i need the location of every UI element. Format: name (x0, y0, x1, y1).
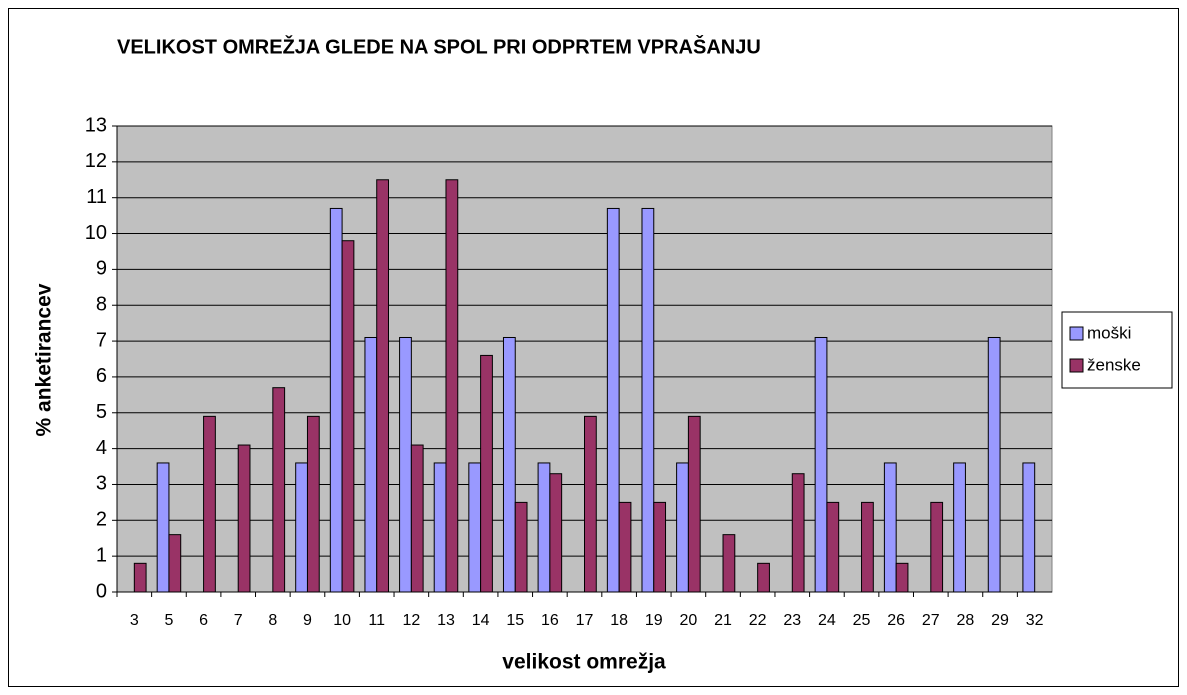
y-tick-label: 8 (96, 294, 107, 316)
bar (306, 415, 320, 593)
x-tick-label: 32 (1026, 612, 1044, 629)
x-tick-label: 19 (645, 612, 663, 629)
bar (641, 207, 655, 593)
legend-swatch (1069, 326, 1084, 341)
x-tick-label: 15 (506, 612, 524, 629)
x-tick-label: 29 (991, 612, 1009, 629)
legend-box (1061, 311, 1173, 389)
bar (156, 462, 170, 593)
x-tick-label: 12 (402, 612, 420, 629)
x-tick-label: 3 (130, 612, 139, 629)
y-tick-label: 5 (96, 401, 107, 423)
x-tick-label: 23 (783, 612, 801, 629)
y-tick-label: 1 (96, 544, 107, 566)
x-tick-label: 16 (541, 612, 559, 629)
y-tick-label: 11 (86, 186, 107, 208)
y-tick-label: 7 (96, 329, 107, 351)
bar (364, 336, 378, 593)
bar (514, 501, 528, 593)
bar (433, 462, 447, 593)
bar (168, 534, 182, 593)
bar (791, 473, 805, 593)
legend-label: moški (1087, 323, 1131, 342)
bar (549, 473, 563, 593)
bar (237, 444, 251, 593)
y-axis-title: % anketirancev (33, 283, 56, 436)
x-tick-label: 20 (679, 612, 697, 629)
x-tick-label: 26 (887, 612, 905, 629)
bar (653, 501, 667, 593)
x-tick-label: 22 (749, 612, 767, 629)
x-tick-label: 6 (199, 612, 208, 629)
x-tick-label: 10 (333, 612, 351, 629)
bar (1022, 462, 1036, 593)
bar (883, 462, 897, 593)
y-tick-label: 0 (96, 580, 107, 602)
chart-title: VELIKOST OMREŽJA GLEDE NA SPOL PRI ODPRT… (117, 34, 761, 58)
bar (618, 501, 632, 593)
bar (676, 462, 689, 593)
bar (203, 415, 216, 593)
bar (584, 415, 597, 593)
bar (930, 501, 944, 593)
x-tick-label: 5 (164, 612, 173, 629)
x-tick-label: 13 (437, 612, 455, 629)
bar (722, 534, 736, 593)
bar (376, 179, 389, 593)
y-tick-label: 13 (85, 114, 107, 136)
bar (133, 562, 147, 593)
bar (826, 501, 840, 593)
bar (468, 462, 482, 593)
x-tick-label: 8 (268, 612, 277, 629)
x-tick-label: 28 (957, 612, 975, 629)
x-tick-label: 25 (853, 612, 871, 629)
y-tick-label: 9 (96, 258, 107, 280)
legend-label: ženske (1087, 355, 1141, 374)
bar (329, 207, 343, 593)
bar (399, 336, 412, 593)
x-tick-label: 24 (818, 612, 836, 629)
bar (295, 462, 308, 593)
bar (757, 562, 770, 593)
bar (341, 240, 355, 593)
bar (445, 179, 459, 593)
bar (814, 336, 828, 593)
y-tick-label: 2 (96, 509, 107, 531)
x-tick-label: 7 (234, 612, 243, 629)
bar (272, 387, 286, 593)
bar (606, 207, 620, 593)
bar (687, 415, 701, 593)
y-tick-label: 12 (85, 150, 107, 172)
bar (987, 336, 1001, 593)
y-tick-label: 6 (96, 365, 107, 387)
y-tick-label: 4 (96, 437, 107, 459)
legend-swatch (1069, 358, 1084, 373)
y-tick-label: 3 (96, 473, 107, 495)
bar (861, 501, 874, 593)
bar (502, 336, 516, 593)
bar (537, 462, 551, 593)
x-tick-label: 9 (303, 612, 312, 629)
x-tick-label: 18 (610, 612, 628, 629)
x-axis-title: velikost omrežja (502, 651, 666, 674)
y-tick-label: 10 (85, 222, 107, 244)
bar (480, 354, 493, 593)
x-tick-label: 17 (576, 612, 594, 629)
x-tick-label: 27 (922, 612, 940, 629)
x-tick-label: 11 (368, 612, 385, 629)
bar (953, 462, 966, 593)
bar (895, 562, 909, 593)
x-tick-label: 21 (714, 612, 732, 629)
x-tick-label: 14 (472, 612, 490, 629)
bar (410, 444, 424, 593)
